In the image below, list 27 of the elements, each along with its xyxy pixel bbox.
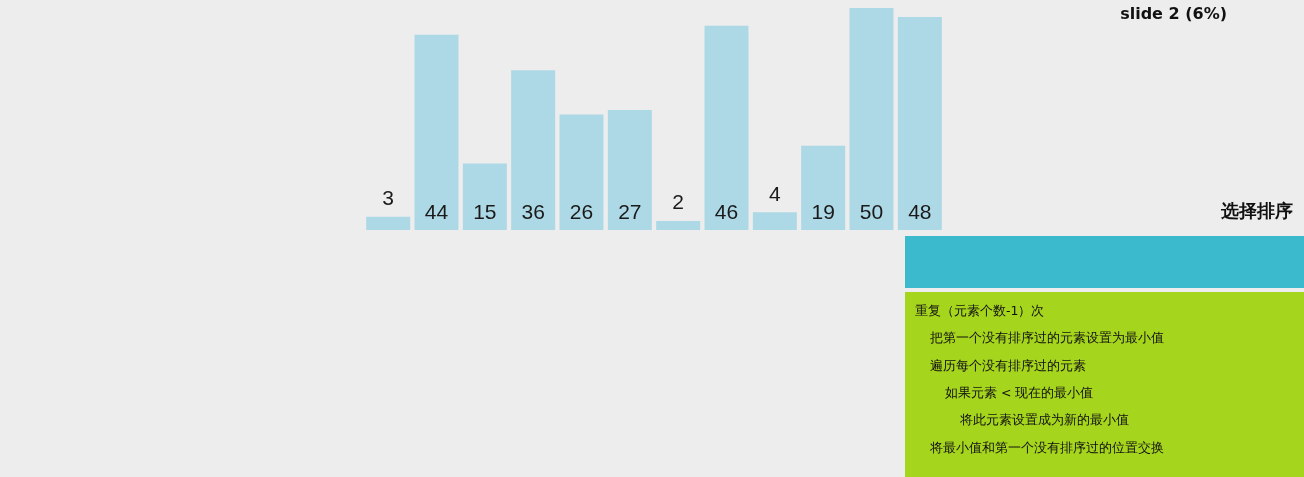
data-label: 27: [618, 200, 642, 224]
data-label: 48: [908, 200, 932, 224]
bar: [704, 25, 749, 230]
data-label: 46: [714, 200, 739, 224]
code-panel: 重复（元素个数-1）次 把第一个没有排序过的元素设置为最小值 遍历每个没有排序过的元素 如果元素 < 现在的最小值 将此元素设置成为新的最小值 将最小值和第一个没有排序过的位置交换: [905, 292, 1304, 477]
text: 选择排序: [1221, 199, 1293, 223]
data-label: 3: [382, 185, 395, 209]
data-label: 2: [672, 190, 685, 214]
bar: [462, 163, 507, 230]
data-label: 36: [521, 200, 545, 224]
data-label: 26: [569, 200, 594, 224]
bar: [559, 114, 604, 230]
data-label: 4: [768, 181, 781, 205]
bar: [414, 34, 459, 230]
bar: [849, 8, 894, 230]
bar: [607, 110, 652, 230]
data-label: 19: [811, 200, 835, 224]
bar: [656, 221, 701, 230]
bar: [897, 16, 942, 230]
bar: [752, 212, 797, 230]
data-label: 15: [473, 200, 497, 224]
text: slide 2 (6%): [1120, 4, 1227, 23]
bar: [511, 70, 556, 230]
bar: [801, 145, 846, 230]
data-label: 44: [424, 200, 449, 224]
bar: [366, 216, 411, 230]
data-label: 50: [859, 200, 884, 224]
